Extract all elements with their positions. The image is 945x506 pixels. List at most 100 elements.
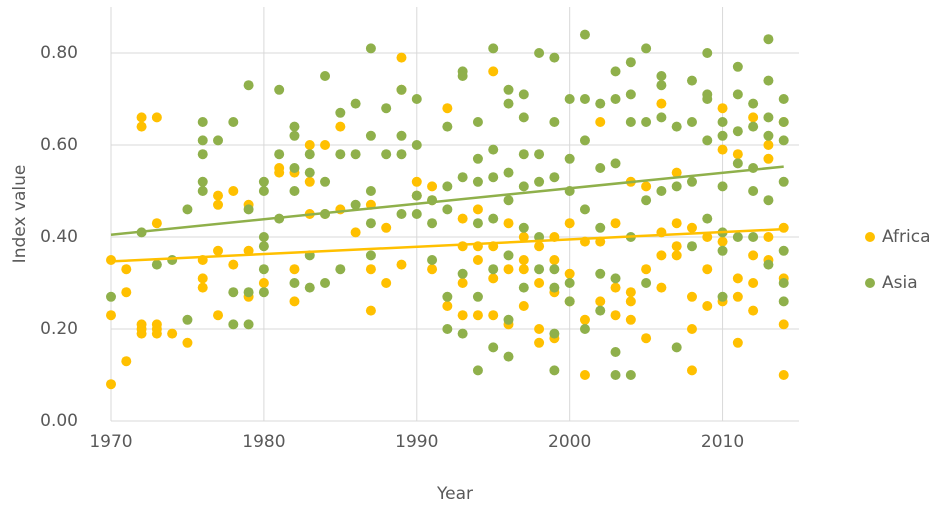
point: [381, 149, 392, 160]
point: [442, 301, 453, 311]
point: [641, 195, 652, 206]
point: [488, 172, 499, 183]
point: [335, 121, 346, 132]
point: [213, 199, 224, 210]
point: [686, 324, 697, 334]
point: [396, 52, 407, 63]
point: [396, 259, 407, 270]
point: [304, 176, 315, 187]
point: [365, 264, 376, 275]
point: [625, 57, 636, 68]
point: [396, 149, 407, 160]
point: [686, 222, 697, 233]
point: [320, 71, 331, 81]
point: [671, 250, 682, 261]
point: [748, 186, 759, 196]
point: [763, 130, 774, 141]
point: [442, 181, 453, 192]
point: [564, 268, 575, 279]
point: [717, 144, 728, 155]
point: [702, 94, 713, 104]
point: [732, 61, 743, 72]
point: [488, 66, 499, 77]
point: [656, 71, 667, 81]
point: [656, 112, 667, 123]
point: [549, 255, 560, 265]
point: [503, 250, 514, 261]
point: [320, 176, 331, 187]
point: [763, 232, 774, 242]
point: [763, 75, 774, 86]
point: [549, 117, 560, 127]
point: [396, 84, 407, 95]
point: [472, 310, 483, 321]
point: [595, 222, 606, 233]
point: [151, 218, 162, 229]
point: [350, 98, 361, 109]
point: [488, 43, 499, 54]
point: [151, 112, 162, 123]
point: [579, 94, 590, 104]
point: [411, 94, 422, 104]
point: [518, 112, 529, 123]
point: [534, 241, 545, 252]
point: [671, 342, 682, 353]
point: [488, 273, 499, 284]
point: [717, 291, 728, 302]
y-tick-label: 0.80: [40, 43, 78, 63]
point: [427, 181, 438, 192]
point: [610, 273, 621, 284]
point: [732, 232, 743, 242]
point: [488, 310, 499, 321]
point: [289, 163, 300, 173]
point: [763, 195, 774, 206]
point: [289, 278, 300, 288]
point: [167, 255, 178, 265]
point: [151, 324, 162, 334]
point: [579, 370, 590, 380]
point: [258, 186, 269, 196]
point: [442, 204, 453, 215]
point: [136, 121, 147, 132]
point: [213, 245, 224, 256]
point: [671, 167, 682, 178]
point: [549, 264, 560, 275]
point: [778, 370, 789, 380]
point: [732, 291, 743, 302]
point: [258, 278, 269, 288]
point: [457, 71, 468, 81]
point: [518, 282, 529, 293]
point: [503, 314, 514, 325]
point: [625, 89, 636, 100]
point: [197, 273, 208, 284]
point: [534, 176, 545, 187]
point: [595, 296, 606, 307]
point: [686, 365, 697, 376]
point: [702, 301, 713, 311]
point: [472, 153, 483, 164]
point: [427, 264, 438, 275]
point: [182, 314, 193, 325]
point: [579, 314, 590, 325]
point: [625, 287, 636, 298]
point: [702, 232, 713, 242]
point: [258, 264, 269, 275]
point: [472, 365, 483, 376]
point: [274, 84, 285, 95]
point: [197, 149, 208, 160]
point: [778, 135, 789, 146]
point: [457, 328, 468, 339]
point: [595, 163, 606, 173]
point: [472, 291, 483, 302]
point: [503, 167, 514, 178]
point: [763, 259, 774, 270]
point: [197, 176, 208, 187]
point: [427, 218, 438, 229]
point: [258, 287, 269, 298]
point: [579, 204, 590, 215]
point: [228, 319, 239, 330]
point: [686, 75, 697, 86]
point: [197, 117, 208, 127]
point: [106, 379, 116, 390]
point: [472, 204, 483, 215]
